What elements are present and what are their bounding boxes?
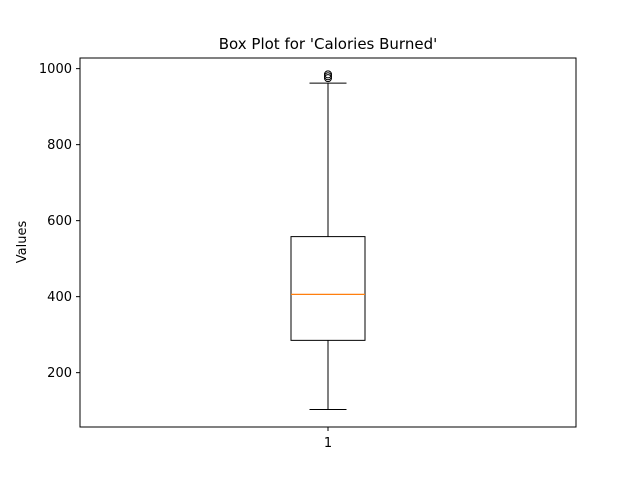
x-tick-label: 1 bbox=[324, 436, 332, 451]
y-axis-label: Values bbox=[15, 221, 30, 264]
y-tick-label: 800 bbox=[47, 138, 72, 153]
y-tick-label: 1000 bbox=[39, 62, 72, 77]
plot-area: 200 400 600 800 1000 1 bbox=[39, 57, 577, 451]
outlier-point bbox=[324, 70, 332, 79]
chart-title: Box Plot for 'Calories Burned' bbox=[219, 35, 437, 53]
y-tick-label: 200 bbox=[47, 366, 72, 381]
iqr-box bbox=[290, 236, 366, 341]
y-tick-label: 400 bbox=[47, 290, 72, 305]
y-tick-label: 600 bbox=[47, 214, 72, 229]
